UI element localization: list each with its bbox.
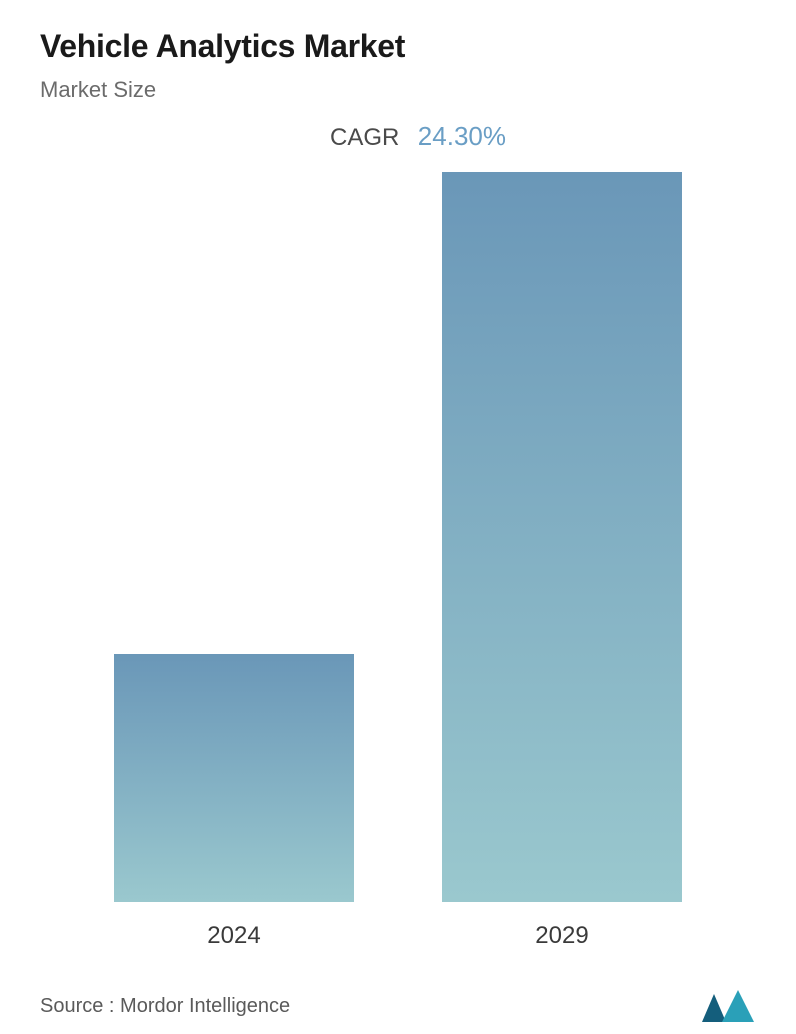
chart-title: Vehicle Analytics Market — [40, 28, 756, 65]
bar-category-label: 2024 — [207, 922, 260, 950]
chart-subtitle: Market Size — [40, 77, 756, 103]
bar — [114, 654, 354, 902]
chart-container: Vehicle Analytics Market Market Size CAG… — [0, 0, 796, 1034]
bar-group: 2029 — [398, 172, 726, 950]
cagr-row: CAGR 24.30% — [80, 121, 756, 152]
source-text: Source : Mordor Intelligence — [40, 995, 290, 1018]
bar-group: 2024 — [70, 654, 398, 950]
footer-row: Source : Mordor Intelligence — [40, 980, 756, 1024]
cagr-label: CAGR — [330, 124, 399, 151]
cagr-value: 24.30% — [418, 121, 506, 151]
mordor-logo-icon — [700, 988, 756, 1024]
bar — [442, 172, 682, 902]
bar-category-label: 2029 — [535, 922, 588, 950]
chart-plot-area: 2024 2029 — [40, 172, 756, 960]
